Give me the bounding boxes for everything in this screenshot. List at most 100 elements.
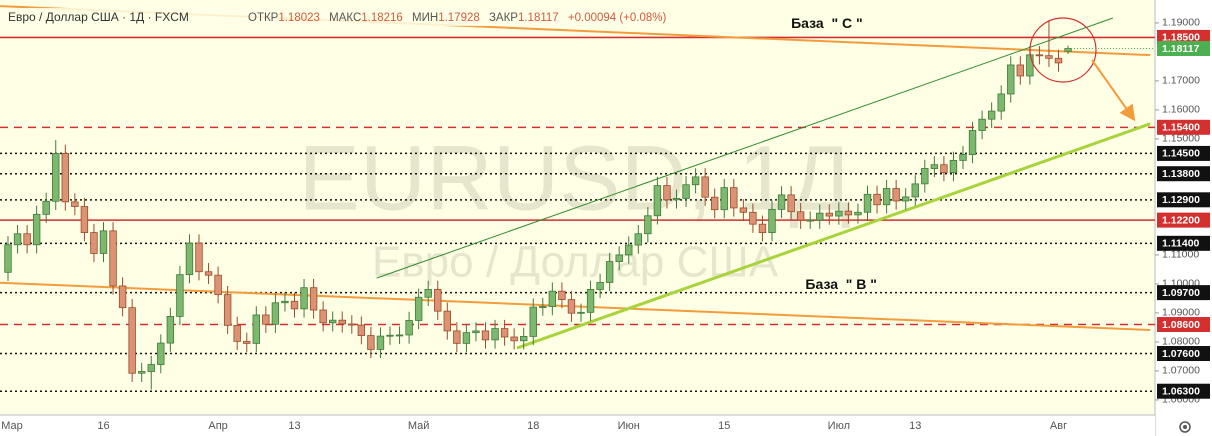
candle-body: [558, 290, 566, 300]
y-tick-label: 1.19000: [1162, 17, 1200, 29]
candle-body: [1045, 55, 1053, 59]
level-tag: [1157, 235, 1210, 251]
value: 1.18117: [518, 12, 559, 24]
candle-body: [653, 185, 662, 217]
candle-body: [109, 230, 117, 287]
candle-body: [290, 300, 299, 310]
level-tag: [1157, 212, 1210, 228]
levels: [0, 36, 1155, 392]
candle-body: [243, 340, 251, 344]
y-tick-label: 1.15000: [1162, 133, 1200, 145]
level-tag: [1157, 317, 1210, 333]
candle-body: [453, 330, 461, 344]
level-label: 1.06300: [1162, 386, 1200, 398]
candle-body: [605, 261, 614, 283]
header: Евро / Доллар США · 1Д · FXCM ОТКР1.1802…: [0, 8, 667, 26]
forecast-arrow: [1091, 59, 1136, 122]
candle-body: [615, 254, 623, 262]
candle-body: [185, 242, 194, 276]
candle-body: [520, 336, 528, 342]
watermark-subtitle: Евро / Доллар США: [372, 238, 779, 287]
candle-body: [796, 211, 805, 221]
candle-body: [252, 314, 260, 344]
candle-body: [443, 310, 451, 332]
annotation: База " С ": [791, 15, 863, 31]
candle-body: [61, 153, 69, 203]
label: ЗАКР: [489, 12, 518, 24]
current-price-label: 1.18117: [1162, 43, 1200, 55]
candle-body: [892, 188, 900, 202]
candle-body: [539, 306, 547, 308]
candle-body: [4, 244, 12, 273]
candle-body: [376, 335, 385, 350]
candle-body: [701, 176, 709, 198]
candle-body: [806, 219, 814, 222]
candle-body: [567, 299, 576, 314]
candle-body: [1026, 54, 1034, 77]
candle-body: [844, 210, 853, 216]
candle-body: [414, 296, 423, 321]
candle-body: [13, 233, 22, 246]
candle-body: [99, 230, 108, 254]
level-label: 1.15400: [1162, 122, 1200, 134]
candle-body: [644, 215, 652, 235]
candle-body: [711, 196, 719, 211]
candle-body: [758, 223, 767, 233]
candle-body: [787, 194, 795, 213]
axis-labels: 1.060001.070001.080001.090001.100001.110…: [1, 15, 1210, 432]
y-tick-label: 1.11000: [1162, 249, 1199, 261]
candle-body: [596, 282, 604, 290]
level-tag: [1157, 119, 1210, 135]
candle-body: [338, 319, 346, 325]
candle-body: [223, 294, 232, 326]
candle-body: [816, 212, 824, 221]
candle-body: [204, 271, 213, 276]
value: 1.17928: [438, 12, 480, 24]
candle-body: [71, 201, 79, 207]
candle-body: [262, 314, 270, 325]
candle-body: [271, 302, 280, 325]
candle-body: [835, 210, 843, 217]
candle-body: [672, 197, 681, 201]
candle-body: [882, 188, 891, 206]
trend-line: [376, 17, 1114, 279]
level-tag: [1157, 383, 1210, 399]
settings-icon[interactable]: [1179, 421, 1191, 433]
candle-body: [510, 336, 518, 342]
candles: [4, 20, 1072, 390]
label: ОТКР: [248, 12, 279, 24]
y-tick-label: 1.17000: [1162, 75, 1200, 87]
candle-body: [309, 287, 318, 311]
level-label: 1.14500: [1162, 148, 1200, 160]
candle-body: [968, 130, 977, 155]
candle-body: [137, 371, 146, 374]
candle-body: [357, 324, 366, 336]
change: +0.00094 (+0.08%): [568, 12, 667, 24]
x-tick-label: Июн: [618, 420, 640, 432]
candle-body: [730, 187, 738, 209]
level-tag: [1157, 192, 1210, 208]
candle-body: [959, 154, 967, 161]
level-label: 1.13800: [1162, 168, 1200, 180]
candle-body: [491, 328, 499, 341]
x-tick-label: Июл: [828, 420, 850, 432]
level-label: 1.12900: [1162, 194, 1200, 206]
candle-body: [1035, 54, 1044, 57]
candle-body: [214, 274, 222, 296]
value: 1.18023: [278, 12, 320, 24]
current-price-tag: [1157, 41, 1210, 57]
symbol: Евро / Доллар США · 1Д · FXCM: [8, 10, 189, 24]
candle-body: [500, 328, 509, 338]
candle-body: [434, 289, 442, 312]
candle-body: [176, 274, 184, 317]
candle-body: [548, 290, 557, 307]
candle-body: [739, 207, 748, 213]
candle-body: [405, 320, 413, 336]
candle-body: [940, 164, 948, 173]
trend-line: [516, 122, 1151, 350]
candle-body: [32, 213, 41, 246]
ohlc: ОТКР1.18023 МАКС1.18216 МИН1.17928 ЗАКР1…: [248, 12, 667, 24]
candle-body: [825, 212, 833, 217]
candle-body: [166, 315, 175, 344]
